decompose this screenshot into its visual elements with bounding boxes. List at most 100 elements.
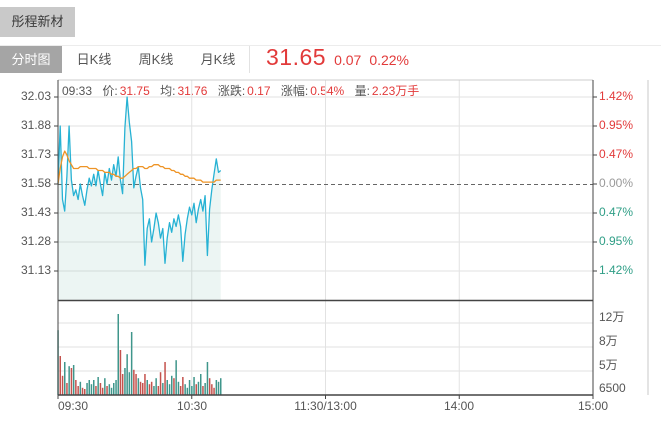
volume-bar (193, 377, 195, 395)
percent-change: 0.22% (369, 52, 410, 68)
volume-axis-label: 6500 (599, 381, 626, 395)
percent-axis-label: 1.42% (599, 263, 634, 277)
volume-bar (162, 383, 164, 395)
price-axis-label: 31.43 (20, 205, 51, 219)
info-price-value: 31.75 (119, 84, 150, 98)
volume-bar (208, 378, 211, 395)
percent-axis-label: 0.47% (599, 205, 634, 219)
volume-bar (95, 386, 97, 395)
volume-bar (148, 384, 151, 395)
percent-axis-label: 0.47% (599, 147, 634, 161)
volume-bar (70, 368, 73, 395)
price-axis-label: 31.73 (20, 147, 51, 161)
time-axis-label: 09:30 (58, 399, 89, 413)
volume-bar (75, 380, 77, 395)
volume-bar (121, 374, 124, 395)
volume-bar (64, 362, 66, 395)
volume-bar (59, 356, 61, 395)
volume-bar (217, 381, 220, 395)
volume-bar (202, 386, 204, 395)
volume-bar (159, 372, 162, 395)
volume-bar (119, 350, 122, 395)
chart-type-tabbar: 分时图 日K线 周K线 月K线 (0, 45, 661, 73)
volume-bar (139, 381, 142, 395)
volume-bar (66, 383, 68, 395)
volume-bar (184, 384, 186, 395)
price-area-fill (58, 97, 221, 300)
volume-bar (81, 387, 84, 395)
average-price-line (57, 150, 221, 185)
volume-bar (93, 380, 95, 395)
volume-bar (150, 381, 153, 395)
volume-bar (84, 389, 86, 395)
volume-axis-label: 5万 (599, 358, 618, 372)
volume-bar (117, 314, 119, 395)
volume-axis-label: 12万 (599, 310, 625, 324)
tab-daily-k[interactable]: 日K线 (63, 46, 126, 73)
volume-bar (166, 380, 168, 395)
volume-bar (101, 387, 104, 395)
volume-bar (72, 365, 75, 395)
info-change-value: 0.17 (247, 84, 271, 98)
info-time: 09:33 (62, 84, 93, 98)
crosshair-info-bar: 09:33 价: 31.75 均: 31.76 涨跌: 0.17 涨幅: 0.54% 量… (62, 82, 421, 99)
tab-weekly-k[interactable]: 周K线 (125, 46, 188, 73)
volume-bar (142, 383, 144, 395)
volume-bar (79, 381, 82, 395)
volume-bar (155, 378, 157, 395)
volume-bar (204, 383, 206, 395)
volume-bar (211, 384, 213, 395)
volume-bar (113, 383, 115, 395)
info-avg-value: 31.76 (177, 84, 208, 98)
volume-bar (153, 386, 155, 395)
volume-bar (137, 378, 140, 395)
info-change-label: 涨跌: (217, 84, 246, 98)
info-pct-label: 涨幅: (280, 84, 309, 98)
info-volume-label: 量: (354, 84, 370, 98)
volume-bar (126, 354, 128, 395)
volume-bar (179, 386, 182, 395)
price-change: 0.07 (334, 52, 362, 68)
price-axis-label: 31.58 (20, 176, 51, 190)
volume-bar (213, 387, 215, 395)
volume-bar (191, 386, 193, 395)
price-axis-label: 32.03 (20, 89, 51, 103)
volume-bar (86, 383, 88, 395)
volume-bar (164, 362, 166, 395)
tab-intraday[interactable]: 分时图 (0, 46, 62, 73)
time-axis-label: 11:30/13:00 (294, 399, 357, 413)
stock-name: 彤程新材 (11, 14, 64, 29)
volume-bar (128, 372, 131, 395)
volume-bar (186, 387, 189, 395)
volume-bar (104, 378, 106, 395)
volume-bar (188, 380, 191, 395)
volume-bar (97, 377, 99, 395)
price-axis-label: 31.88 (20, 118, 51, 132)
volume-bar (130, 332, 133, 395)
volume-bar (90, 384, 93, 395)
volume-bar (206, 362, 209, 395)
quote-summary: 31.65 0.07 0.22% (266, 44, 409, 74)
percent-axis-label: 1.42% (599, 89, 634, 103)
volume-bar (175, 360, 177, 395)
info-price-label: 价: (102, 84, 118, 98)
time-axis-label: 15:00 (577, 399, 609, 413)
price-axis-label: 31.13 (20, 263, 51, 277)
volume-bar (182, 377, 184, 395)
time-axis-label: 10:30 (176, 399, 208, 413)
volume-bar (168, 384, 171, 395)
info-avg-label: 均: (160, 84, 176, 98)
tab-monthly-k[interactable]: 月K线 (187, 46, 250, 73)
volume-bar (220, 378, 222, 395)
volume-bar (177, 381, 180, 395)
percent-axis-label: 0.95% (599, 234, 634, 248)
volume-bar (110, 387, 113, 395)
stock-name-tab[interactable]: 彤程新材 (0, 7, 75, 37)
volume-bar (200, 374, 202, 395)
volume-bar (124, 368, 126, 395)
info-volume-value: 2.23万手 (371, 84, 420, 98)
volume-bar (115, 380, 117, 395)
volume-bar (106, 386, 108, 395)
